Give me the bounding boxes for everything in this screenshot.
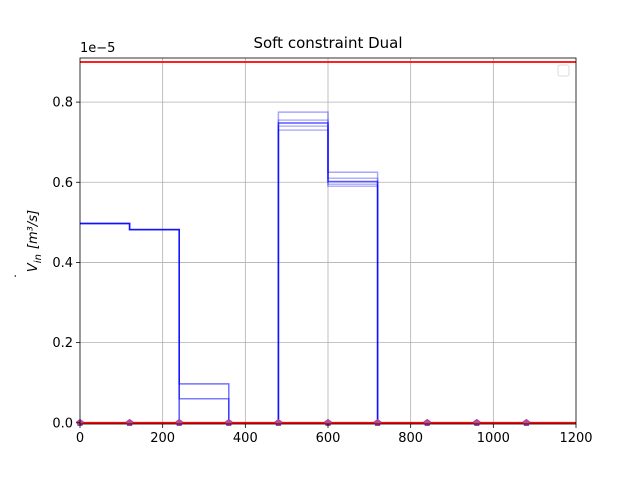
- y-tick-label-3: 0.6: [52, 176, 73, 191]
- x-tick-label-4: 800: [398, 431, 423, 446]
- x-tick-label-2: 400: [233, 431, 258, 446]
- y-axis-label-base: V: [26, 262, 41, 272]
- y-tick-label-4: 0.8: [52, 96, 73, 111]
- y-axis-label: Vin [m³/s]: [26, 210, 44, 272]
- y-tick-label-2: 0.4: [52, 256, 73, 271]
- y-axis-multiplier: 1e−5: [80, 41, 115, 56]
- x-tick-label-5: 1000: [477, 431, 510, 446]
- y-tick-label-1: 0.2: [52, 336, 73, 351]
- x-tick-label-0: 0: [76, 431, 84, 446]
- legend-box: [557, 64, 570, 77]
- y-axis-label-dot: ˙: [14, 273, 29, 280]
- y-axis-label-sub: in: [33, 254, 44, 263]
- y-axis-label-unit: [m³/s]: [26, 210, 41, 249]
- chart-title: Soft constraint Dual: [253, 34, 402, 52]
- x-tick-label-3: 600: [316, 431, 341, 446]
- y-tick-label-0: 0.0: [52, 416, 73, 431]
- x-tick-label-6: 1200: [559, 431, 592, 446]
- y-axis-ticks: 0.0 0.2 0.4 0.6 0.8: [52, 96, 80, 431]
- x-axis-ticks: 0 200 400 600 800 1000 1200: [76, 424, 593, 446]
- x-tick-label-1: 200: [150, 431, 175, 446]
